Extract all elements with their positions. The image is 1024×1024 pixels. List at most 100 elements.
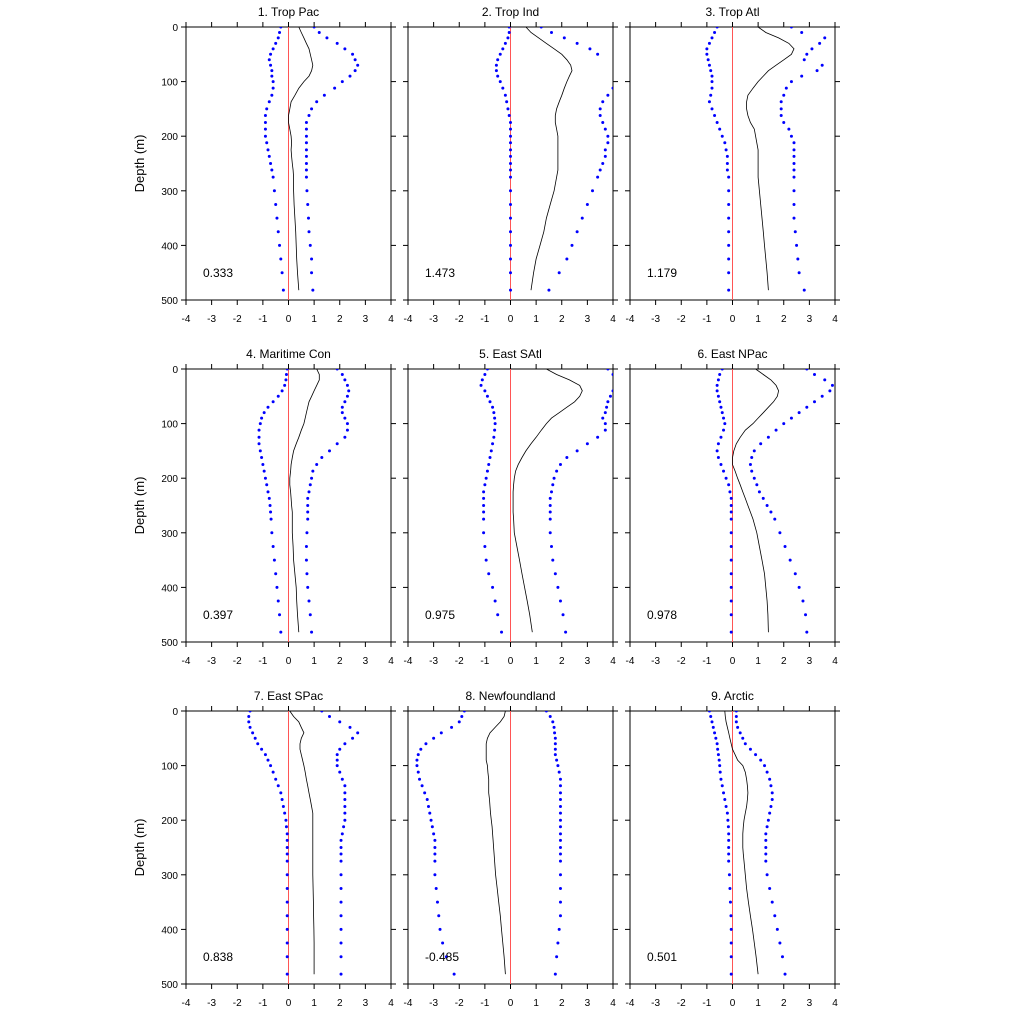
upper-bound-dot [558, 811, 562, 815]
lower-bound-dot [272, 558, 276, 562]
lower-bound-dot [729, 927, 733, 931]
x-tick-label: 1 [755, 314, 761, 325]
upper-bound-dot [792, 141, 796, 145]
upper-bound-dot [306, 496, 310, 500]
x-tick-label: 4 [832, 998, 838, 1009]
lower-bound-dot [257, 428, 261, 432]
upper-bound-dot [320, 455, 324, 459]
mean-profile-line [512, 369, 583, 633]
x-tick-label: -3 [207, 314, 216, 325]
upper-bound-dot [770, 791, 774, 795]
upper-bound-dot [797, 271, 801, 275]
upper-bound-dot [345, 383, 349, 387]
lower-bound-dot [265, 141, 269, 145]
mean-profile-line [288, 27, 314, 291]
lower-bound-dot [285, 927, 289, 931]
lower-bound-dot [727, 257, 731, 261]
upper-bound-dot [356, 63, 360, 67]
upper-bound-dot [558, 852, 562, 856]
lower-bound-dot [420, 784, 424, 788]
lower-bound-dot [483, 544, 487, 548]
lower-bound-dot [727, 202, 731, 206]
lower-bound-dot [485, 369, 489, 371]
upper-bound-dot [308, 483, 312, 487]
lower-bound-dot [720, 411, 724, 415]
lower-bound-dot [509, 162, 512, 165]
upper-bound-dot [601, 416, 605, 420]
upper-bound-dot [339, 914, 343, 918]
upper-bound-dot [815, 69, 819, 73]
x-tick-label: 4 [388, 998, 394, 1009]
lower-bound-dot [276, 230, 280, 234]
lower-bound-dot [269, 510, 273, 514]
upper-bound-dot [339, 846, 343, 849]
upper-bound-dot [591, 189, 594, 193]
x-tick-label: 1 [311, 998, 317, 1009]
upper-bound-dot [606, 93, 610, 97]
lower-bound-dot [727, 230, 731, 234]
x-tick-label: -4 [404, 998, 413, 1009]
x-tick-label: 2 [337, 998, 343, 1009]
x-tick-label: 3 [363, 998, 369, 1009]
upper-bound-dot [343, 47, 347, 51]
y-tick-label: 200 [161, 816, 178, 827]
lower-bound-dot [506, 107, 510, 111]
upper-bound-dot [304, 154, 308, 158]
upper-bound-dot [611, 86, 613, 90]
x-tick-label: 2 [781, 314, 787, 325]
lower-bound-dot [501, 47, 505, 51]
upper-bound-dot [553, 742, 557, 746]
x-tick-label: -1 [480, 656, 489, 667]
upper-bound-dot [734, 711, 738, 713]
upper-bound-dot [553, 972, 557, 976]
lower-bound-dot [727, 288, 731, 292]
x-tick-label: 2 [781, 998, 787, 1009]
lower-bound-dot [457, 720, 461, 724]
upper-bound-dot [557, 770, 561, 774]
lower-bound-dot [263, 121, 267, 125]
y-tick-label: 100 [161, 762, 178, 773]
y-tick-label: 100 [161, 78, 178, 89]
lower-bound-dot [718, 764, 722, 768]
panel-title: 6. East NPac [697, 347, 767, 361]
lower-bound-dot [266, 490, 270, 494]
upper-bound-dot [598, 107, 602, 111]
lower-bound-dot [716, 753, 720, 757]
lower-bound-dot [727, 216, 731, 220]
upper-bound-dot [553, 753, 557, 757]
upper-bound-dot [779, 100, 783, 104]
upper-bound-dot [335, 758, 339, 762]
lower-bound-dot [725, 811, 729, 815]
lower-bound-dot [260, 416, 264, 420]
lower-bound-dot [484, 476, 488, 480]
x-tick-label: -2 [677, 656, 686, 667]
lower-bound-dot [271, 47, 275, 51]
upper-bound-dot [539, 27, 543, 29]
lower-bound-dot [722, 416, 726, 420]
x-tick-label: 2 [559, 998, 565, 1009]
upper-bound-dot [734, 720, 738, 724]
x-tick-label: 2 [559, 314, 565, 325]
upper-bound-dot [322, 93, 326, 97]
lower-bound-dot [267, 100, 271, 104]
lower-bound-dot [718, 400, 722, 404]
upper-bound-dot [311, 469, 315, 473]
lower-bound-dot [268, 504, 272, 507]
lower-bound-dot [727, 175, 731, 179]
lower-bound-dot [484, 558, 488, 562]
upper-bound-dot [551, 483, 555, 487]
lower-bound-dot [265, 107, 269, 111]
lower-bound-dot [450, 725, 454, 729]
upper-bound-dot [339, 927, 343, 931]
x-tick-label: 2 [781, 656, 787, 667]
upper-bound-dot [310, 271, 314, 275]
x-tick-label: -4 [626, 656, 635, 667]
lower-bound-dot [285, 832, 289, 836]
lower-bound-dot [715, 27, 719, 29]
lower-bound-dot [724, 805, 728, 809]
upper-bound-dot [575, 449, 579, 453]
y-tick-label: 500 [161, 296, 178, 307]
lower-bound-dot [728, 886, 732, 890]
upper-bound-dot [548, 496, 552, 500]
lower-bound-dot [715, 121, 719, 125]
